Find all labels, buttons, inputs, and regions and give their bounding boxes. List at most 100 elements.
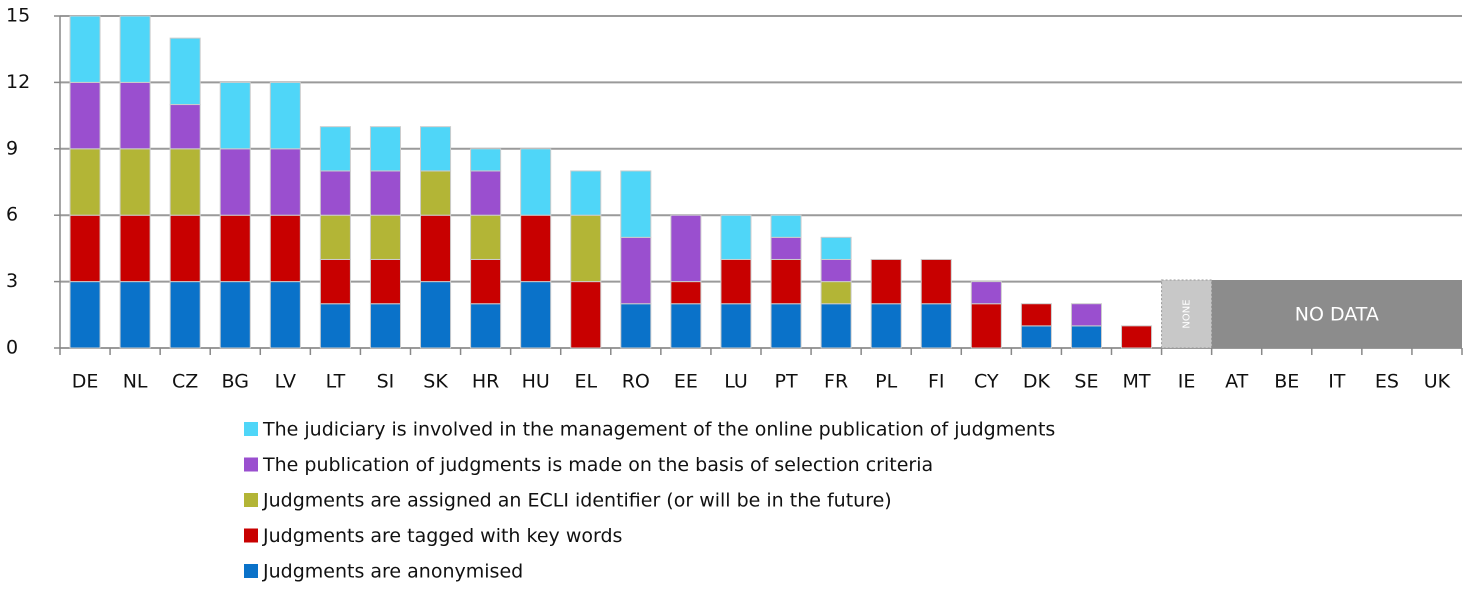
bar-segment xyxy=(570,281,602,349)
bar-segment xyxy=(470,170,502,216)
x-tick-label: BG xyxy=(222,371,249,393)
legend-swatch xyxy=(244,564,258,578)
bar-segment xyxy=(119,148,151,216)
bar-segment xyxy=(820,303,852,349)
bar-segment xyxy=(169,148,201,216)
x-tick-label: EL xyxy=(574,371,597,393)
x-tick-label: CY xyxy=(974,371,999,393)
bar-segment xyxy=(670,214,702,283)
bar-segment xyxy=(169,104,201,150)
bar-segment xyxy=(1070,325,1102,349)
bar-segment xyxy=(219,148,251,216)
bar-segment xyxy=(319,303,351,349)
bar-segment xyxy=(369,303,401,349)
legend-label: The publication of judgments is made on … xyxy=(262,454,933,476)
bar-segment xyxy=(870,303,902,349)
x-tick-label: FR xyxy=(824,371,848,393)
legend-label: Judgments are anonymised xyxy=(262,561,523,583)
bar-segment xyxy=(970,303,1002,349)
y-tick-label: 12 xyxy=(6,71,30,93)
x-tick-label: LU xyxy=(724,371,748,393)
bar-segment xyxy=(770,236,802,260)
legend-swatch xyxy=(244,528,258,543)
x-tick-label: BE xyxy=(1274,371,1299,393)
bar-segment xyxy=(269,81,301,150)
bar-segment xyxy=(269,214,301,283)
bar-segment xyxy=(970,281,1002,305)
bar-segment xyxy=(520,281,552,349)
no-data-box xyxy=(1211,280,1462,348)
y-tick-label: 9 xyxy=(6,137,18,159)
bar-segment xyxy=(319,170,351,216)
x-tick-label: SK xyxy=(423,371,448,393)
bar-segment xyxy=(369,214,401,260)
bar-segment xyxy=(219,81,251,150)
bar-segment xyxy=(169,281,201,349)
bar-segment xyxy=(1020,325,1052,349)
bar-segment xyxy=(620,236,652,305)
bar-segment xyxy=(219,214,251,283)
y-tick-label: 6 xyxy=(6,204,18,226)
bar-segment xyxy=(119,15,151,83)
legend-swatch xyxy=(244,457,258,472)
bar-segment xyxy=(770,214,802,238)
bar-segment xyxy=(470,258,502,305)
bar-segment xyxy=(620,303,652,349)
bar-segment xyxy=(720,214,752,260)
bar-segment xyxy=(420,126,452,172)
bar-segment xyxy=(1070,303,1102,327)
bar-segment xyxy=(69,281,101,349)
bar-segment xyxy=(570,170,602,216)
bar-segment xyxy=(319,126,351,172)
bar-segment xyxy=(69,214,101,283)
bar-segment xyxy=(770,258,802,305)
bar-segment xyxy=(369,258,401,305)
bar-segment xyxy=(870,258,902,305)
x-tick-label: EE xyxy=(674,371,698,393)
bar-segment xyxy=(920,303,952,349)
x-tick-label: HR xyxy=(472,371,500,393)
x-tick-label: LV xyxy=(275,371,297,393)
legend-label: Judgments are assigned an ECLI identifie… xyxy=(262,490,892,512)
x-tick-label: LT xyxy=(326,371,346,393)
bar-segment xyxy=(520,148,552,216)
bar-segment xyxy=(720,258,752,305)
x-tick-label: DE xyxy=(72,371,99,393)
bar-segment xyxy=(670,303,702,349)
bar-segment xyxy=(620,170,652,238)
bar-segment xyxy=(269,148,301,216)
bar-segment xyxy=(820,258,852,283)
bar-segment xyxy=(920,258,952,305)
bar-segment xyxy=(69,15,101,83)
x-tick-label: MT xyxy=(1123,371,1151,393)
x-tick-label: UK xyxy=(1424,371,1451,393)
y-tick-label: 15 xyxy=(6,5,30,27)
legend-label: The judiciary is involved in the managem… xyxy=(262,419,1055,441)
bar-segment xyxy=(369,126,401,172)
bar-segment xyxy=(420,281,452,349)
x-tick-label: HU xyxy=(522,371,550,393)
bar-segment xyxy=(770,303,802,349)
y-tick-label: 0 xyxy=(6,337,18,359)
x-tick-label: FI xyxy=(928,371,945,393)
bar-segment xyxy=(319,258,351,305)
bar-segment xyxy=(119,81,151,150)
bar-segment xyxy=(1020,303,1052,327)
bar-segment xyxy=(119,281,151,349)
bar-segment xyxy=(169,37,201,106)
bar-segment xyxy=(69,148,101,216)
x-tick-label: CZ xyxy=(172,371,198,393)
annotation: NONE xyxy=(1182,299,1193,328)
x-tick-label: ES xyxy=(1375,371,1399,393)
legend-swatch xyxy=(244,493,258,507)
x-tick-label: PL xyxy=(875,371,897,393)
x-tick-label: NL xyxy=(123,371,148,393)
bar-segment xyxy=(670,281,702,305)
bar-segment xyxy=(420,214,452,283)
bar-segment xyxy=(69,81,101,150)
bar-segment xyxy=(219,281,251,349)
bar-segment xyxy=(470,148,502,172)
bar-segment xyxy=(720,303,752,349)
